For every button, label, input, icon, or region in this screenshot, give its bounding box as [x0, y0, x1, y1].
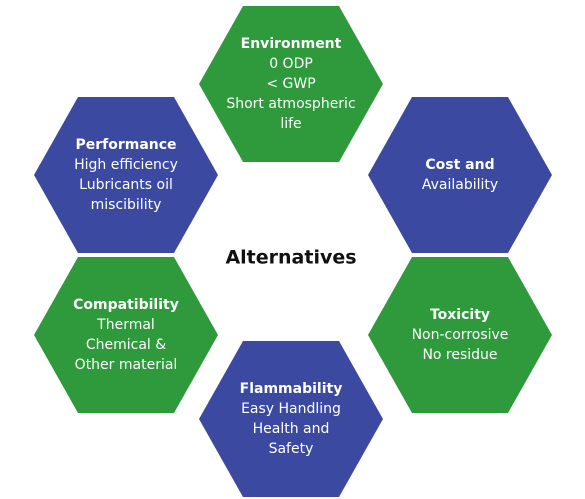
hexagon-title: Cost and — [425, 157, 494, 173]
hexagon-line: No residue — [422, 347, 497, 363]
hexagon-title: Toxicity — [430, 307, 490, 323]
center-label: Alternatives — [225, 247, 356, 269]
hexagon-line: Easy Handling — [241, 401, 341, 417]
hexagon — [34, 257, 218, 413]
hexagon-line: Thermal — [96, 317, 155, 333]
hexagon-line: Chemical & — [86, 337, 166, 353]
hexagon-line: Short atmospheric — [226, 96, 355, 112]
hexagon-line: Availability — [422, 177, 498, 193]
hexagon-line: life — [280, 116, 301, 132]
hexagon — [199, 6, 383, 162]
hexagon-line: Safety — [269, 441, 314, 457]
hexagon-title: Performance — [75, 137, 176, 153]
hexagon — [368, 257, 552, 413]
hexagon-title: Flammability — [240, 381, 343, 397]
hexagon-line: Other material — [75, 357, 178, 373]
hexagon-line: Health and — [253, 421, 330, 437]
hexagon-line: High efficiency — [74, 157, 178, 173]
hexagon — [368, 97, 552, 253]
hexagon-line: Lubricants oil — [79, 177, 173, 193]
hexagon-line: 0 ODP — [269, 56, 313, 72]
hexagon-title: Compatibility — [73, 297, 179, 313]
hexagon — [199, 341, 383, 497]
hexagon-title: Environment — [241, 36, 342, 52]
hexagon — [34, 97, 218, 253]
hexagon-line: < GWP — [266, 76, 315, 92]
hexagon-line: miscibility — [91, 197, 162, 213]
hexagon-line: Non-corrosive — [412, 327, 509, 343]
